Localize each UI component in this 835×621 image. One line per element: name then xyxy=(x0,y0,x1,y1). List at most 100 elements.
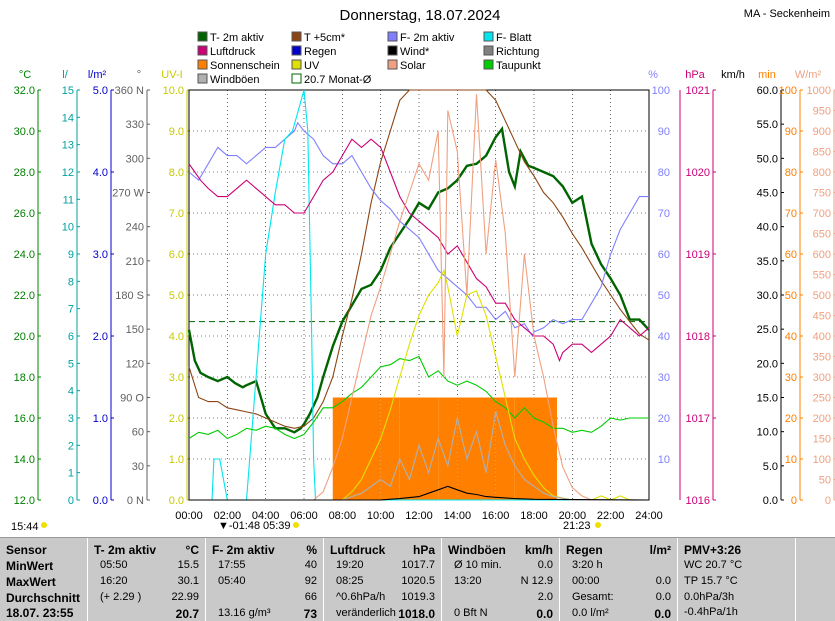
stats-cell-value: 92 xyxy=(304,575,317,587)
series-line-luftdruck xyxy=(188,138,650,363)
time-tick-label: 22:00 xyxy=(597,510,625,522)
plot-grid xyxy=(189,90,649,500)
axis-tick-label: 2.0 xyxy=(93,331,108,343)
axis-tick-label: 150 xyxy=(813,434,831,446)
sunshine-bar xyxy=(380,397,400,500)
axis-tick-label: 1 xyxy=(68,468,74,480)
stats-cell-label: 0 Bft N xyxy=(454,607,488,619)
stats-extra-column: PMV+3:26 WC 20.7 °C TP 15.7 °C 0.0hPa/3h… xyxy=(678,538,796,621)
sunshine-bar xyxy=(534,397,557,500)
stats-cell-value: 22.99 xyxy=(171,591,199,603)
stats-cell-label: Gesamt: xyxy=(572,591,614,603)
axis-tick-label: 50 xyxy=(658,290,670,302)
stats-cell-label: 0.0 l/m² xyxy=(572,607,609,619)
series-line-solar xyxy=(189,94,649,501)
axis-tick-label: 20.0 xyxy=(757,358,778,370)
axis-tick-label: 1016 xyxy=(686,495,710,507)
axis-tick-label: 0 xyxy=(825,495,831,507)
axis-tick-label: 10 xyxy=(658,454,670,466)
stats-cell-label: Ø 10 min. xyxy=(454,559,502,571)
stats-cell-value: 1017.7 xyxy=(401,559,435,571)
axis-unit-label: °C xyxy=(19,69,31,81)
axis-tick-label: 20.0 xyxy=(14,331,35,343)
axis-tick-label: 10.0 xyxy=(163,85,184,97)
axis-unit-label: ° xyxy=(137,69,141,81)
stats-cell-label: 17:55 xyxy=(218,559,246,571)
axis-tick-label: 300 xyxy=(813,372,831,384)
stats-cell-value: 40 xyxy=(304,559,317,571)
legend-label: F- Blatt xyxy=(496,32,531,44)
time-tick-label: 14:00 xyxy=(444,510,472,522)
axis-tick-label: 7.0 xyxy=(169,208,184,220)
axis-tick-label: 1.0 xyxy=(93,413,108,425)
stats-cell-label: 05:40 xyxy=(218,575,246,587)
sun-icon xyxy=(293,522,299,528)
legend-swatch xyxy=(291,45,302,56)
time-tick-label: 10:00 xyxy=(367,510,395,522)
series-line-f-2m-aktiv xyxy=(188,121,649,338)
time-tick-label: 16:00 xyxy=(482,510,510,522)
axis-tick-label: 60 xyxy=(785,249,797,261)
stats-cell-value: 1018.0 xyxy=(398,607,435,621)
axis-tick-label: 50.0 xyxy=(757,153,778,165)
stats-wind-column: Windböen km/h Ø 10 min. 0.0 13:20 N 12.9 2.0 0 … xyxy=(442,538,560,621)
axis-tick-label: 250 xyxy=(813,393,831,405)
sunshine-bar xyxy=(495,397,515,500)
time-tick-label: 20:00 xyxy=(559,510,587,522)
axis-tick-label: 90 xyxy=(785,126,797,138)
axis-tick-label: 100 xyxy=(813,454,831,466)
axis-tick-label: 600 xyxy=(813,249,831,261)
stats-sensor-header: Sensor xyxy=(6,543,47,557)
axis-tick-label: 20 xyxy=(785,413,797,425)
axis-tick-label: 4.0 xyxy=(93,167,108,179)
axis-tick-label: 20 xyxy=(658,413,670,425)
stats-header: F- 2m aktiv xyxy=(212,543,275,557)
axis-tick-label: 120 xyxy=(126,358,144,370)
axis-tick-label: 32.0 xyxy=(14,85,35,97)
legend-label: Wind* xyxy=(400,46,430,58)
legend-label: Sonnenschein xyxy=(210,60,280,72)
axis-tick-label: 0.0 xyxy=(169,495,184,507)
axis-tick-label: 1000 xyxy=(807,85,831,97)
axis-tick-label: 0 xyxy=(791,495,797,507)
legend-swatch xyxy=(197,59,208,70)
axis-tick-label: 500 xyxy=(813,290,831,302)
axis-unit-label: UV-I xyxy=(161,69,182,81)
stats-cell-label: 08:25 xyxy=(336,575,364,587)
axis-tick-label: 45.0 xyxy=(757,188,778,200)
axis-unit-label: km/h xyxy=(721,69,745,81)
stats-cell-value: 0.0 xyxy=(655,575,671,587)
axis-tick-label: 200 xyxy=(813,413,831,425)
axis-tick-label: 30.0 xyxy=(757,290,778,302)
time-tick-label: 00:00 xyxy=(175,510,203,522)
axis-tick-label: 5.0 xyxy=(93,85,108,97)
legend-label: F- 2m aktiv xyxy=(400,32,455,44)
axis-tick-label: 10 xyxy=(62,222,74,234)
axis-tick-label: 25.0 xyxy=(757,324,778,336)
series-line-windb-en xyxy=(189,411,649,501)
stats-extra-row: 0.0hPa/3h xyxy=(684,591,735,603)
axis-tick-label: 13 xyxy=(62,140,74,152)
axis-tick-label: 60 xyxy=(132,427,144,439)
stats-header: Windböen xyxy=(448,543,506,557)
stats-extra-row: WC 20.7 °C xyxy=(684,559,743,571)
axis-tick-label: 30 xyxy=(658,372,670,384)
axis-tick-label: 350 xyxy=(813,352,831,364)
axis-tick-label: 30 xyxy=(785,372,797,384)
axis-tick-label: 10.0 xyxy=(757,427,778,439)
axis-tick-label: 26.0 xyxy=(14,208,35,220)
legend-swatch xyxy=(291,59,302,70)
axis-tick-label: 0.0 xyxy=(763,495,778,507)
axis-tick-label: 3 xyxy=(68,413,74,425)
legend-swatch xyxy=(291,31,302,42)
sunshine-bars xyxy=(332,397,557,500)
axis-tick-label: 15 xyxy=(62,85,74,97)
axis-tick-label: 70 xyxy=(785,208,797,220)
axis-unit-label: l/ xyxy=(62,69,68,81)
axis-tick-label: 100 xyxy=(652,85,670,97)
axis-tick-label: 800 xyxy=(813,167,831,179)
axis-tick-label: 240 xyxy=(126,222,144,234)
axis-tick-label: 30 xyxy=(132,461,144,473)
axis-tick-label: 9 xyxy=(68,249,74,261)
axis-tick-label: 4.0 xyxy=(169,331,184,343)
